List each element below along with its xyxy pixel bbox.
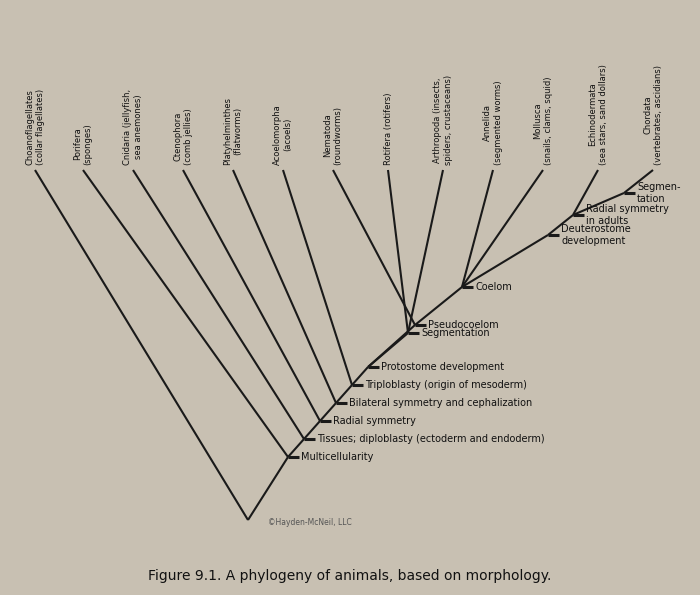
Text: Coelom: Coelom	[475, 282, 512, 292]
Text: Figure 9.1. A phylogeny of animals, based on morphology.: Figure 9.1. A phylogeny of animals, base…	[148, 569, 552, 583]
Text: Porifera
(sponges): Porifera (sponges)	[74, 123, 92, 165]
Text: Segmen-
tation: Segmen- tation	[637, 182, 680, 204]
Text: Nematoda
(roundworms): Nematoda (roundworms)	[323, 106, 343, 165]
Text: Deuterostome
development: Deuterostome development	[561, 224, 631, 246]
Text: Annelida
(segmented worms): Annelida (segmented worms)	[483, 80, 503, 165]
Text: Multicellularity: Multicellularity	[301, 452, 373, 462]
Text: Mollusca
(snails, clams, squid): Mollusca (snails, clams, squid)	[533, 77, 553, 165]
Text: Segmentation: Segmentation	[421, 328, 489, 338]
Text: Bilateral symmetry and cephalization: Bilateral symmetry and cephalization	[349, 398, 532, 408]
Text: Radial symmetry
in adults: Radial symmetry in adults	[586, 204, 669, 226]
Text: Rotifera (rotifers): Rotifera (rotifers)	[384, 92, 393, 165]
Text: Arthropoda (insects,
spiders, crustaceans): Arthropoda (insects, spiders, crustacean…	[433, 75, 453, 165]
Text: Tissues; diploblasty (ectoderm and endoderm): Tissues; diploblasty (ectoderm and endod…	[317, 434, 545, 444]
Text: Triploblasty (origin of mesoderm): Triploblasty (origin of mesoderm)	[365, 380, 527, 390]
Text: Pseudocoelom: Pseudocoelom	[428, 320, 498, 330]
Text: Acoelomorpha
(acoels): Acoelomorpha (acoels)	[273, 104, 293, 165]
Text: Radial symmetry: Radial symmetry	[333, 416, 416, 426]
Text: Ctenophora
(comb jellies): Ctenophora (comb jellies)	[174, 108, 192, 165]
Text: Protostome development: Protostome development	[381, 362, 504, 372]
Text: Platyhelminthes
(flatworms): Platyhelminthes (flatworms)	[223, 97, 243, 165]
Text: Chordata
(vertebrates, ascidians): Chordata (vertebrates, ascidians)	[643, 65, 663, 165]
Text: Cnidaria (jellyfish,
sea anemones): Cnidaria (jellyfish, sea anemones)	[123, 89, 143, 165]
Text: ©Hayden-McNeil, LLC: ©Hayden-McNeil, LLC	[268, 518, 351, 527]
Text: Echinodermata
(sea stars, sand dollars): Echinodermata (sea stars, sand dollars)	[588, 64, 608, 165]
Text: Choanoflagellates
(collar flagellates): Choanoflagellates (collar flagellates)	[25, 89, 45, 165]
